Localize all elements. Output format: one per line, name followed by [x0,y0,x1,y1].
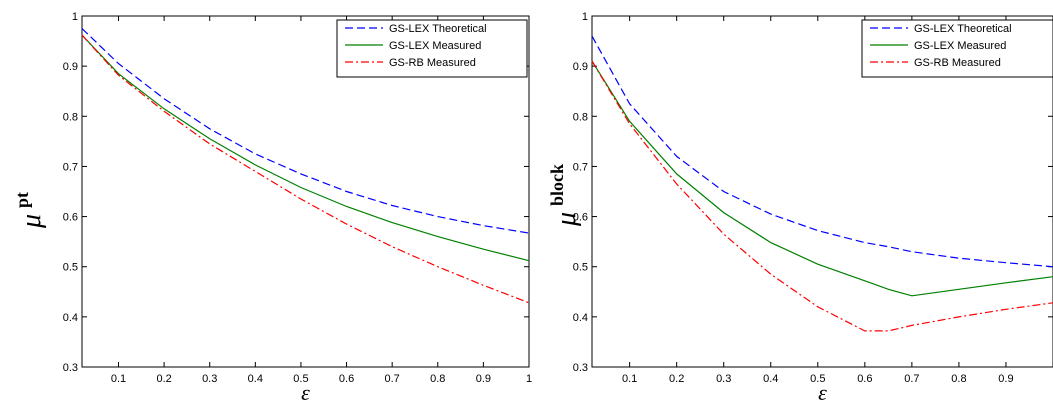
legend-box [861,19,1053,78]
y-tick-label: 0.5 [573,262,588,274]
x-tick-label: 0.1 [111,373,126,385]
x-tick-label: 0.3 [202,373,217,385]
series-line-gs-rb-measured [81,34,530,304]
chart-panel-2: 0.3 0.4 0.5 0.6 0.7 0.8 0.9 1 0.1 0.2 0.3 0.4 0.5 0.6… [547,11,1053,404]
y-axis-label-superscript: pt [12,192,32,208]
series-line-gs-lex-measured [591,60,1053,297]
x-tick-label: 0.2 [669,373,684,385]
legend-box [336,19,528,78]
x-tick-label: 0.7 [385,373,400,385]
legend-entry-label: GS-LEX Measured [914,40,1006,52]
x-tick-label: 1 [526,373,532,385]
legend-entry-label: GS-LEX Theoretical [914,23,1012,35]
x-tick-label: 0.3 [716,373,731,385]
x-tick-label: 0.1 [622,373,637,385]
x-tick-label: 0.5 [293,373,308,385]
legend: GS-LEX Theoretical GS-LEX Measured GS-RB M… [336,19,528,78]
y-tick-label: 0.7 [63,161,78,173]
chart-panel-1: 0.3 0.4 0.5 0.6 0.7 0.8 0.9 1 0.1 0.2 0.3 0.4 0.5 0.6… [12,11,532,404]
y-axis-label-symbol: μ [16,214,47,229]
plot-frame [81,15,530,368]
series-line-gs-lex-theoretical [81,28,530,234]
legend-entry-label: GS-LEX Measured [389,40,481,52]
y-tick-label: 1 [72,11,78,23]
series-line-gs-lex-measured [81,34,530,262]
y-tick-label: 0.6 [63,212,78,224]
series-line-gs-lex-theoretical [591,35,1053,268]
x-tick-label: 0.6 [339,373,354,385]
y-tick-label: 0.4 [63,312,78,324]
y-tick-label: 0.7 [573,161,588,173]
y-tick-label: 0.6 [573,212,588,224]
x-tick-label: 0.2 [156,373,171,385]
y-tick-label: 0.8 [573,111,588,123]
plot-frame [591,15,1053,368]
y-tick-label: 1 [582,11,588,23]
y-tick-label: 0.8 [63,111,78,123]
legend-entry-label: GS-RB Measured [914,57,1001,69]
legend-entry-label: GS-RB Measured [389,57,476,69]
x-tick-label: 0.7 [904,373,919,385]
legend-entry-label: GS-LEX Theoretical [389,23,487,35]
y-axis-label: μ pt [12,192,47,229]
y-tick-label: 0.9 [573,61,588,73]
y-axis-label: μ block [547,164,582,227]
x-tick-label: 0.4 [248,373,263,385]
x-tick-label: 0.9 [998,373,1013,385]
x-axis-label: ε [301,380,310,404]
x-tick-label: 0.8 [430,373,445,385]
y-axis-label-superscript: block [547,164,567,206]
y-tick-label: 0.3 [63,362,78,374]
y-axis-label-symbol: μ [551,212,582,227]
y-tick-label: 0.4 [573,312,588,324]
x-tick-label: 0.8 [951,373,966,385]
y-tick-label: 0.3 [573,362,588,374]
legend: GS-LEX Theoretical GS-LEX Measured GS-RB M… [861,19,1053,78]
y-tick-label: 0.9 [63,61,78,73]
x-axis-label: ε [818,380,827,404]
x-tick-label: 0.9 [476,373,491,385]
series-line-gs-rb-measured [591,60,1053,332]
x-tick-label: 0.4 [763,373,778,385]
x-tick-label: 0.6 [857,373,872,385]
x-tick-label: 0.5 [810,373,825,385]
y-tick-label: 0.5 [63,262,78,274]
